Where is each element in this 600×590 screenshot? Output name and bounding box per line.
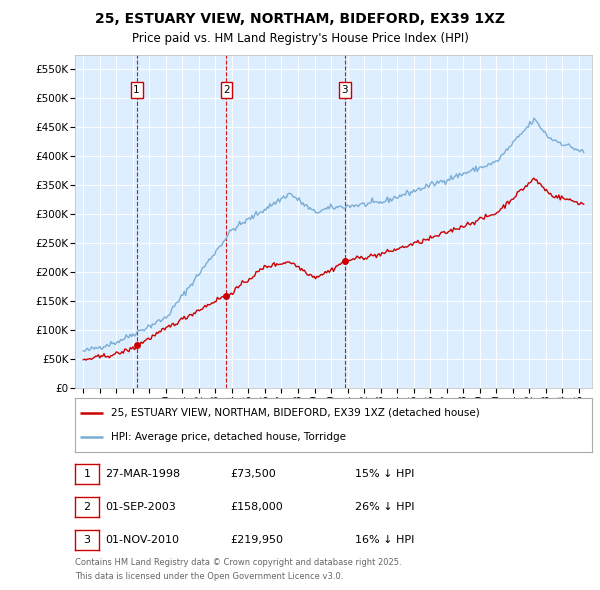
Point — [132, 340, 142, 350]
Text: £158,000: £158,000 — [230, 502, 283, 512]
Text: Contains HM Land Registry data © Crown copyright and database right 2025.: Contains HM Land Registry data © Crown c… — [75, 558, 401, 567]
Text: £219,950: £219,950 — [230, 535, 283, 545]
Text: 2: 2 — [223, 85, 230, 95]
Text: This data is licensed under the Open Government Licence v3.0.: This data is licensed under the Open Gov… — [75, 572, 343, 581]
Text: 3: 3 — [341, 85, 348, 95]
Text: 27-MAR-1998: 27-MAR-1998 — [105, 469, 180, 479]
Text: Price paid vs. HM Land Registry's House Price Index (HPI): Price paid vs. HM Land Registry's House … — [131, 32, 469, 45]
Text: 3: 3 — [83, 535, 91, 545]
Text: 15% ↓ HPI: 15% ↓ HPI — [355, 469, 415, 479]
Text: 01-NOV-2010: 01-NOV-2010 — [105, 535, 179, 545]
Text: 16% ↓ HPI: 16% ↓ HPI — [355, 535, 415, 545]
Text: 2: 2 — [83, 502, 91, 512]
Text: HPI: Average price, detached house, Torridge: HPI: Average price, detached house, Torr… — [111, 432, 346, 442]
Text: 25, ESTUARY VIEW, NORTHAM, BIDEFORD, EX39 1XZ (detached house): 25, ESTUARY VIEW, NORTHAM, BIDEFORD, EX3… — [111, 408, 480, 418]
Text: 26% ↓ HPI: 26% ↓ HPI — [355, 502, 415, 512]
Point — [221, 292, 231, 301]
Text: £73,500: £73,500 — [230, 469, 276, 479]
Text: 1: 1 — [83, 469, 91, 479]
Text: 1: 1 — [133, 85, 140, 95]
Point — [340, 256, 350, 266]
Text: 25, ESTUARY VIEW, NORTHAM, BIDEFORD, EX39 1XZ: 25, ESTUARY VIEW, NORTHAM, BIDEFORD, EX3… — [95, 12, 505, 26]
Text: 01-SEP-2003: 01-SEP-2003 — [105, 502, 176, 512]
